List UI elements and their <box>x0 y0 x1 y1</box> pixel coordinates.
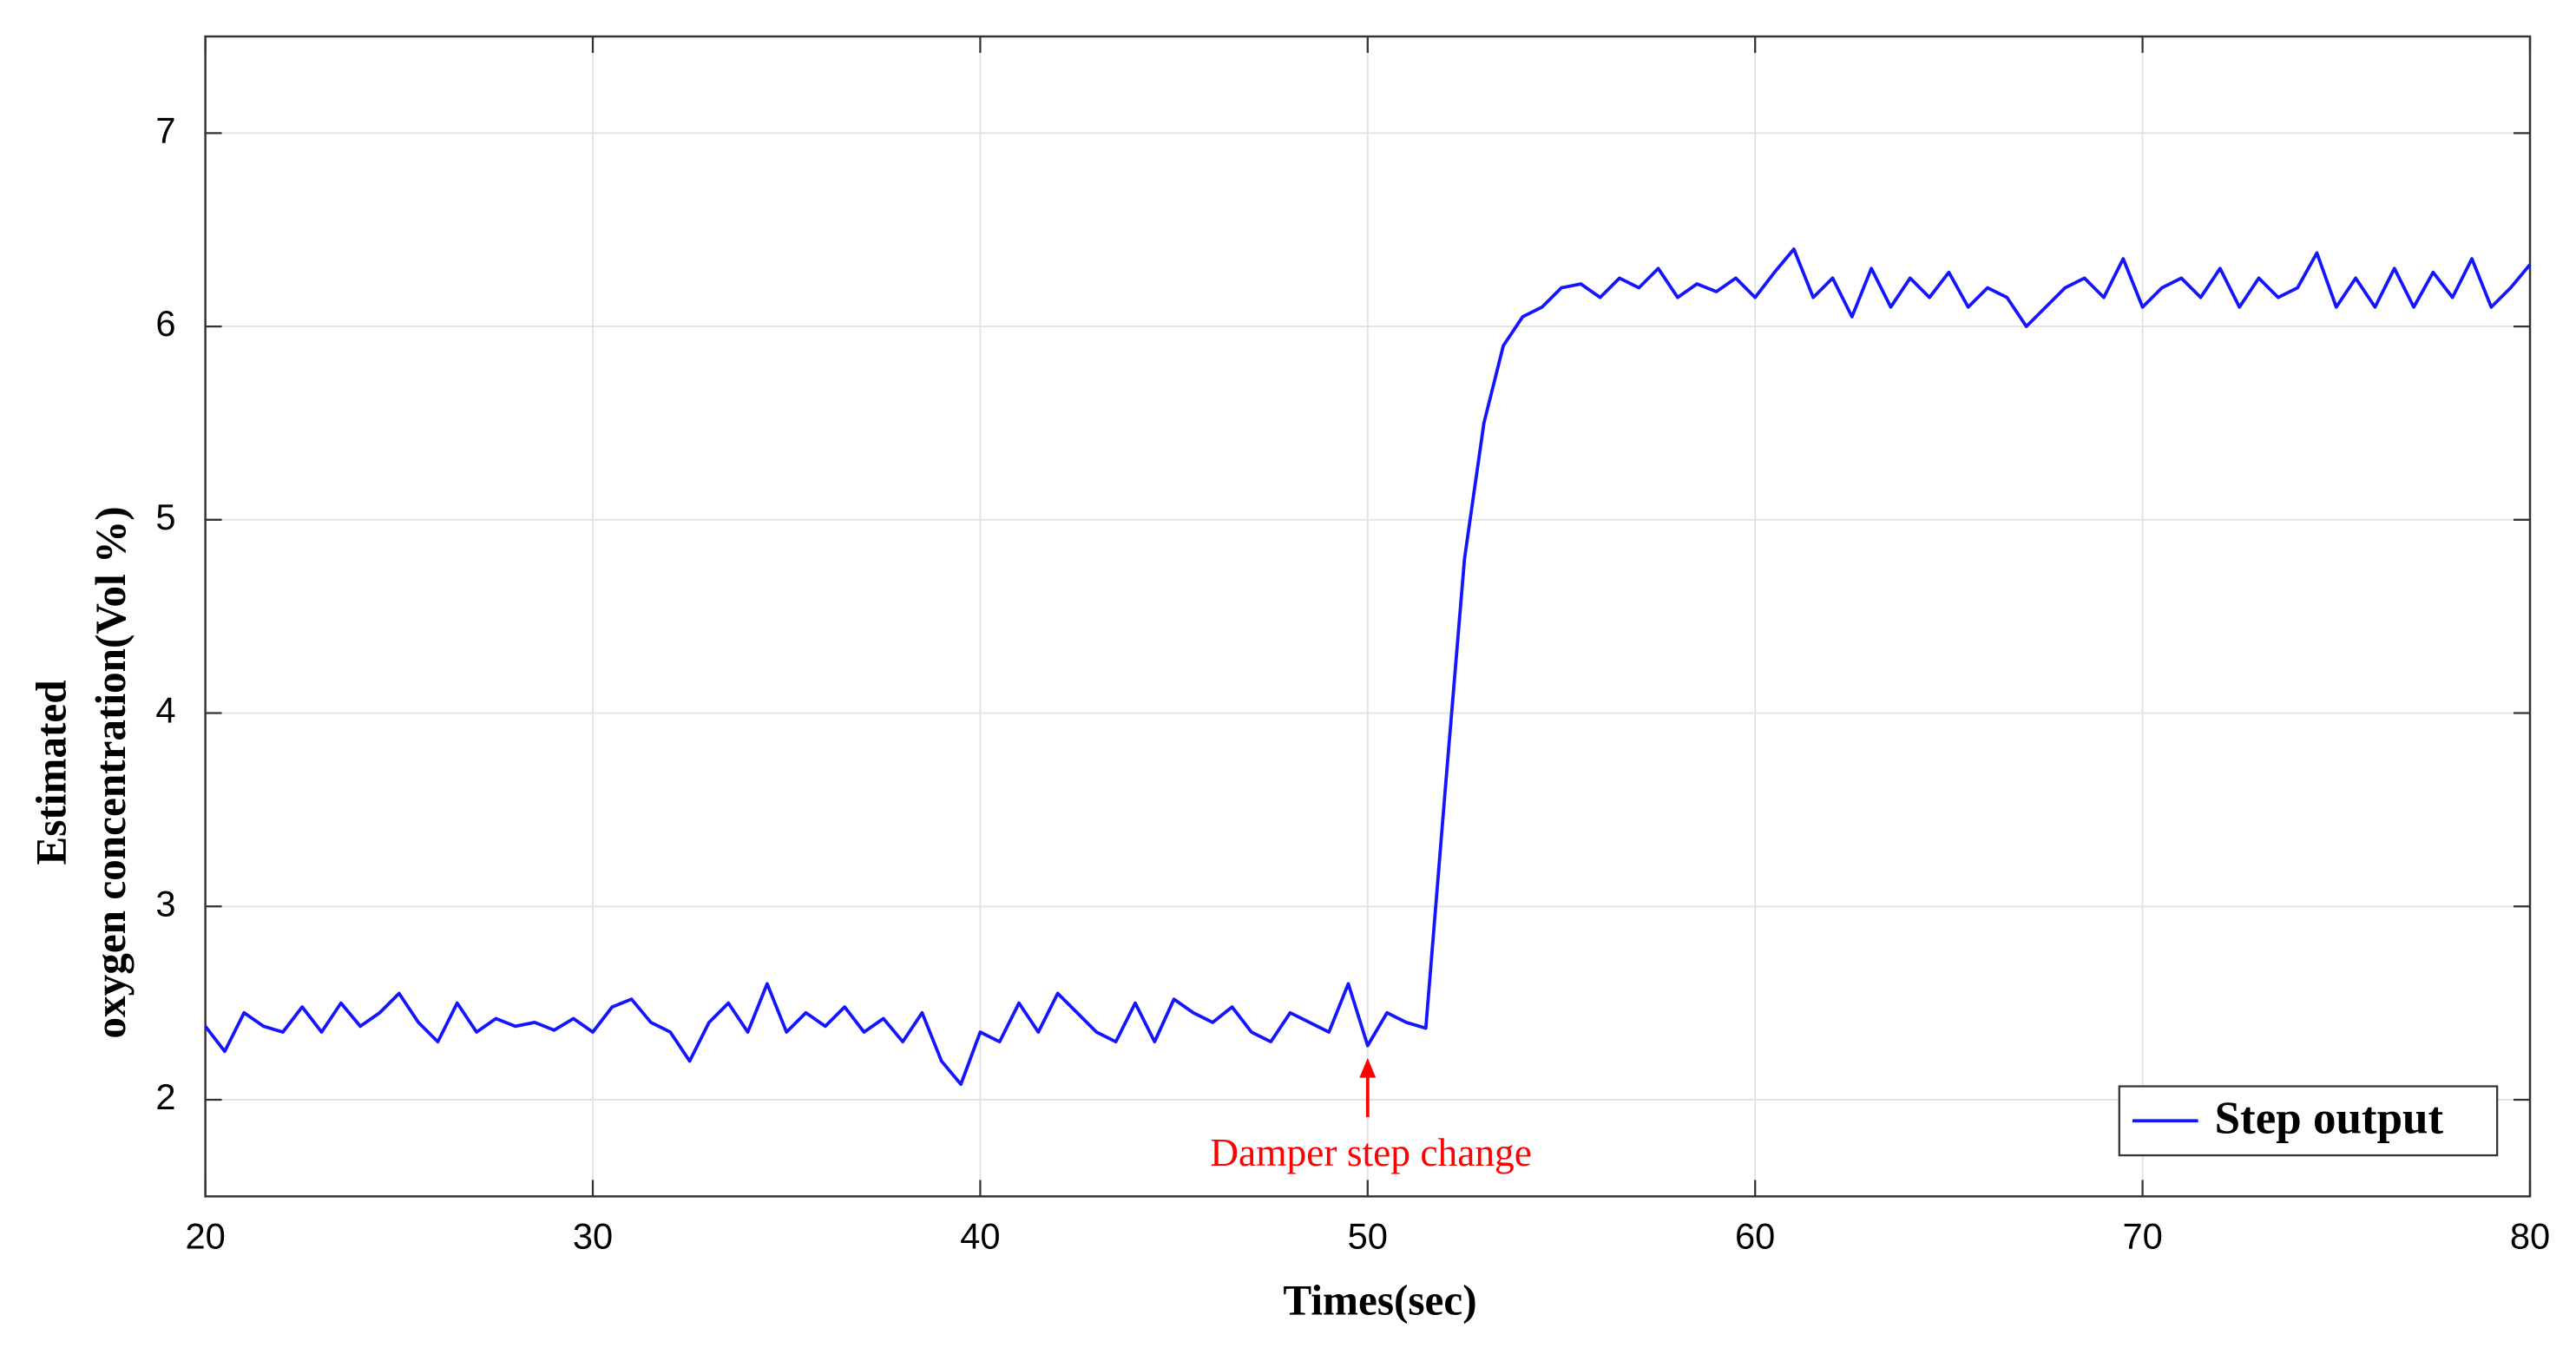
x-tick-label: 70 <box>2122 1216 2162 1257</box>
x-axis-label: Times(sec) <box>1283 1277 1476 1325</box>
x-tick-label: 20 <box>185 1216 225 1257</box>
y-axis-label: Estimated <box>28 680 76 865</box>
x-tick-label: 60 <box>1735 1216 1775 1257</box>
annotation-text: Damper step change <box>1210 1131 1532 1174</box>
y-tick-label: 2 <box>155 1076 175 1117</box>
x-tick-label: 30 <box>573 1216 613 1257</box>
x-tick-label: 40 <box>960 1216 1000 1257</box>
y-tick-label: 3 <box>155 883 175 924</box>
plot-frame <box>204 35 2532 1198</box>
data-line <box>204 247 2532 1087</box>
legend-label: Step output <box>2215 1093 2444 1143</box>
x-tick-label: 80 <box>2510 1216 2550 1257</box>
legend: Step output <box>2118 1085 2499 1157</box>
annotation-arrowhead <box>1359 1057 1377 1078</box>
y-tick-label: 5 <box>155 496 175 537</box>
y-tick-label: 7 <box>155 109 175 150</box>
y-tick-label: 6 <box>155 303 175 344</box>
y-axis-label: oxygen concentration(Vol %) <box>87 506 135 1038</box>
y-tick-label: 4 <box>155 690 175 731</box>
x-tick-label: 50 <box>1348 1216 1388 1257</box>
